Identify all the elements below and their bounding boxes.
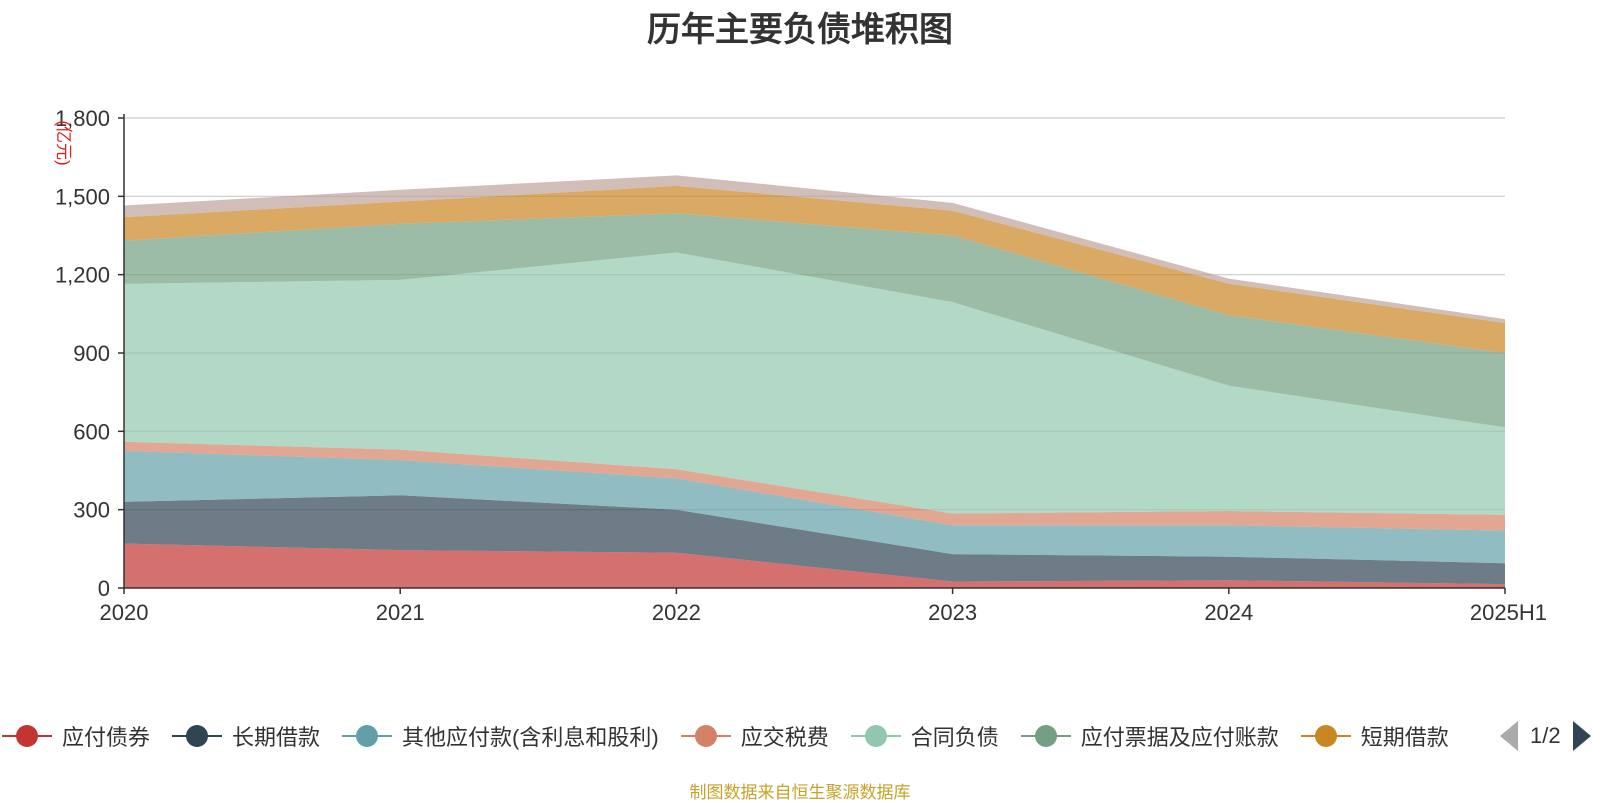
area-series-7[interactable] bbox=[124, 185, 1505, 353]
legend-marker-icon bbox=[850, 718, 901, 754]
legend-item[interactable]: 合同负债 bbox=[850, 718, 999, 754]
y-tick-label: 600 bbox=[73, 419, 110, 444]
source-note: 制图数据来自恒生聚源数据库 bbox=[689, 783, 911, 802]
legend: 应付债券 长期借款 其他应付款(含利息和股利) 应交税费 合同负债 应付票据及应付账款 短期… bbox=[0, 718, 1480, 758]
x-tick-label: 2022 bbox=[652, 600, 701, 625]
legend-item-label: 合同负债 bbox=[910, 725, 999, 750]
area-series-2[interactable] bbox=[124, 495, 1505, 585]
area-series-4[interactable] bbox=[124, 441, 1505, 531]
legend-marker-icon bbox=[680, 718, 731, 754]
tick-labels: 0 300 600 900 1,200 1,500 1,800 2020 2021 2022 202… bbox=[54, 106, 1547, 625]
legend-marker-icon bbox=[342, 718, 393, 754]
legend-item[interactable]: 短期借款 bbox=[1300, 718, 1449, 754]
stacked-area-chart: 0 300 600 900 1,200 1,500 1,800 2020 2021 2022 202… bbox=[54, 106, 1547, 625]
legend-item-label: 应交税费 bbox=[740, 725, 829, 750]
legend-item-label: 短期借款 bbox=[1360, 725, 1449, 750]
legend-marker-icon bbox=[1020, 718, 1071, 754]
legend-item-label: 长期借款 bbox=[232, 725, 321, 750]
x-tick-label: 2025H1 bbox=[1470, 600, 1547, 625]
area-series-3[interactable] bbox=[124, 450, 1505, 564]
y-tick-label: 1,500 bbox=[55, 184, 110, 209]
legend-page-indicator: 1/2 bbox=[1530, 723, 1561, 748]
x-tick-label: 2024 bbox=[1204, 600, 1253, 625]
legend-item[interactable]: 应交税费 bbox=[680, 718, 829, 754]
legend-item-label: 应付票据及应付账款 bbox=[1080, 725, 1279, 750]
legend-item[interactable]: 其他应付款(含利息和股利) bbox=[342, 718, 659, 754]
legend-next-page-icon[interactable] bbox=[1572, 721, 1591, 751]
legend-marker-icon bbox=[172, 718, 223, 754]
legend-item-label: 应付债券 bbox=[62, 725, 151, 750]
y-tick-label: 1,200 bbox=[55, 263, 110, 288]
legend-pager: 1/2 bbox=[1500, 718, 1600, 754]
legend-item-label: 其他应付款(含利息和股利) bbox=[402, 725, 659, 750]
area-series-6[interactable] bbox=[124, 213, 1505, 428]
chart-title: 历年主要负债堆积图 bbox=[647, 11, 953, 49]
legend-item[interactable]: 长期借款 bbox=[172, 718, 320, 754]
y-tick-label: 900 bbox=[73, 341, 110, 366]
x-tick-label: 2023 bbox=[928, 600, 977, 625]
y-tick-label: 300 bbox=[73, 498, 110, 523]
y-tick-label: 0 bbox=[98, 576, 110, 601]
area-series-5[interactable] bbox=[124, 252, 1505, 515]
y-tick-label: 1,800 bbox=[55, 106, 110, 131]
x-tick-label: 2021 bbox=[376, 600, 425, 625]
area-series bbox=[124, 175, 1505, 588]
legend-item[interactable]: 应付票据及应付账款 bbox=[1020, 718, 1279, 754]
x-tick-label: 2020 bbox=[100, 600, 149, 625]
legend-marker-icon bbox=[2, 718, 52, 754]
y-axis-unit-label: (亿元) bbox=[54, 120, 73, 165]
legend-prev-page-icon[interactable] bbox=[1500, 721, 1518, 751]
legend-item[interactable]: 应付债券 bbox=[2, 718, 150, 754]
legend-marker-icon bbox=[1300, 718, 1351, 754]
axes bbox=[118, 114, 1506, 594]
area-series-1[interactable] bbox=[124, 543, 1505, 588]
